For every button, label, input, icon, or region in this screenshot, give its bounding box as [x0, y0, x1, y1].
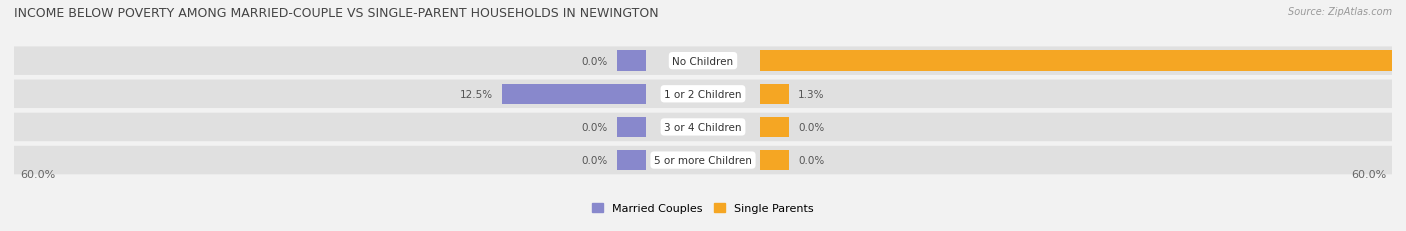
- Text: 1.3%: 1.3%: [799, 89, 825, 99]
- Bar: [617, 51, 645, 72]
- Text: 0.0%: 0.0%: [799, 155, 824, 165]
- Bar: [502, 84, 645, 105]
- Text: Source: ZipAtlas.com: Source: ZipAtlas.com: [1288, 7, 1392, 17]
- FancyBboxPatch shape: [14, 146, 1392, 175]
- FancyBboxPatch shape: [14, 80, 1392, 109]
- Text: 12.5%: 12.5%: [460, 89, 494, 99]
- Text: 0.0%: 0.0%: [582, 155, 607, 165]
- Text: 3 or 4 Children: 3 or 4 Children: [664, 122, 742, 132]
- FancyBboxPatch shape: [14, 47, 1392, 76]
- Text: 0.0%: 0.0%: [582, 122, 607, 132]
- Bar: [761, 117, 789, 138]
- Text: 60.0%: 60.0%: [20, 170, 55, 179]
- Text: 5 or more Children: 5 or more Children: [654, 155, 752, 165]
- Bar: [761, 51, 1406, 72]
- Bar: [617, 117, 645, 138]
- Text: No Children: No Children: [672, 56, 734, 66]
- Bar: [761, 150, 789, 171]
- FancyBboxPatch shape: [14, 113, 1392, 142]
- Text: 0.0%: 0.0%: [582, 56, 607, 66]
- Bar: [617, 150, 645, 171]
- Legend: Married Couples, Single Parents: Married Couples, Single Parents: [592, 203, 814, 213]
- Text: 1 or 2 Children: 1 or 2 Children: [664, 89, 742, 99]
- Text: 0.0%: 0.0%: [799, 122, 824, 132]
- Bar: [761, 84, 789, 105]
- Text: INCOME BELOW POVERTY AMONG MARRIED-COUPLE VS SINGLE-PARENT HOUSEHOLDS IN NEWINGT: INCOME BELOW POVERTY AMONG MARRIED-COUPL…: [14, 7, 658, 20]
- Text: 60.0%: 60.0%: [1351, 170, 1386, 179]
